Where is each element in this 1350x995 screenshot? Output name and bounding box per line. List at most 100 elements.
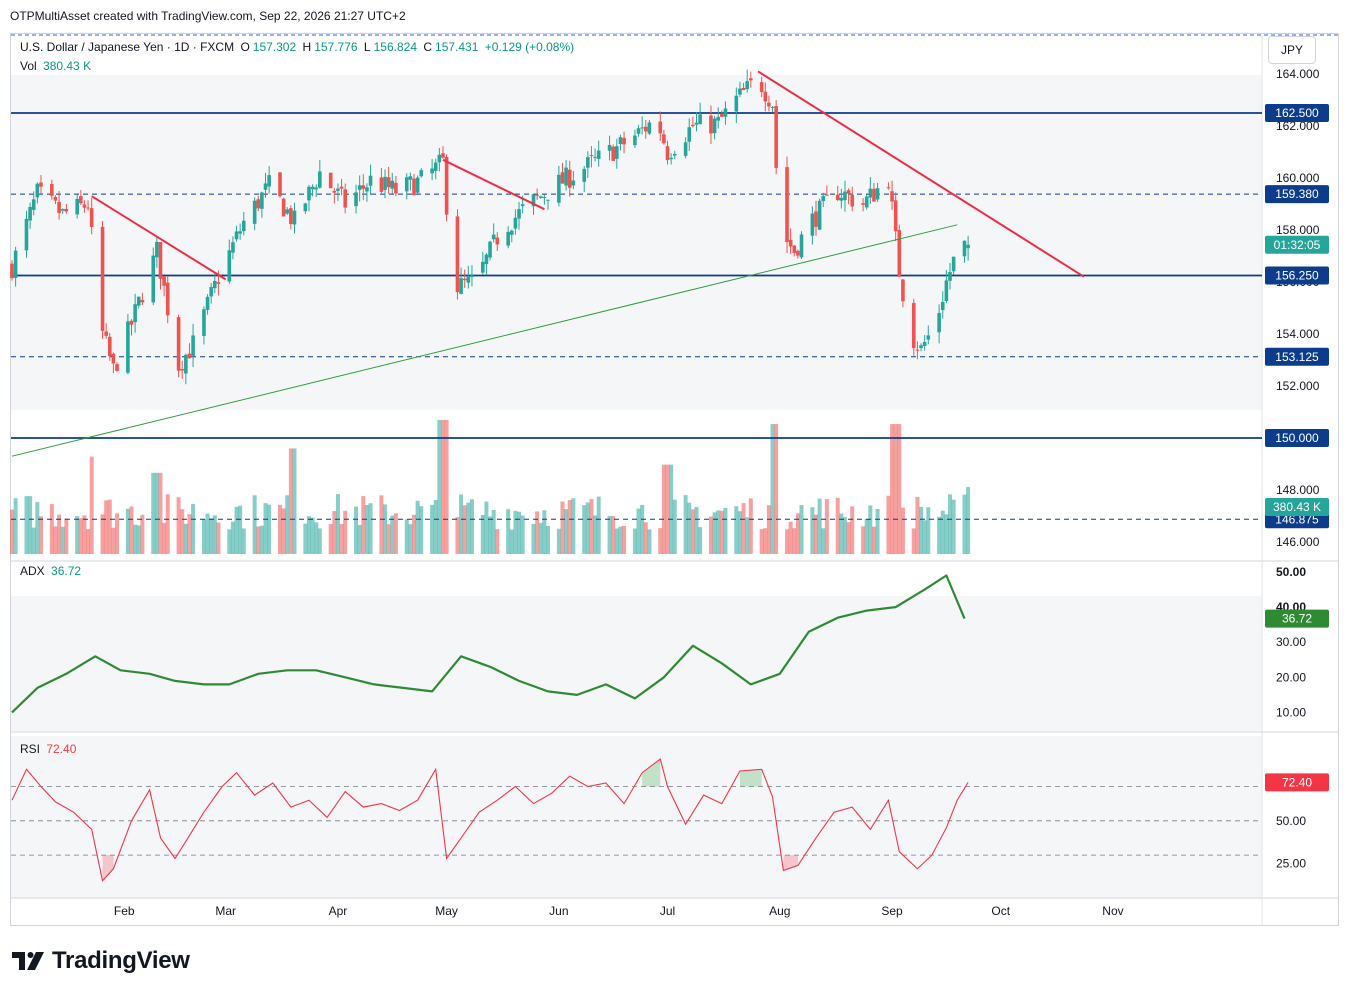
adx-label[interactable]: ADX — [20, 564, 45, 578]
volume-bar — [861, 526, 866, 554]
volume-bar — [792, 528, 797, 554]
volume-bar — [306, 516, 311, 554]
candle-body — [151, 255, 156, 303]
volume-bar — [209, 518, 214, 554]
volume-bar — [339, 524, 344, 554]
candle-body — [343, 189, 347, 208]
volume-bar — [719, 510, 724, 554]
volume-bar — [937, 516, 942, 554]
candle-body — [698, 114, 702, 125]
time-tick-label: Jul — [660, 904, 675, 918]
adx-tick-label: 10.00 — [1276, 705, 1306, 719]
candle-body — [165, 282, 170, 316]
level-badge-156.250-bg — [1265, 266, 1329, 285]
candle-body — [107, 336, 112, 357]
adx-tick-label: 50.00 — [1276, 565, 1306, 579]
candle-body — [184, 354, 188, 374]
volume-bar — [868, 505, 873, 554]
volume-bar — [129, 506, 134, 554]
candle-body — [712, 118, 717, 134]
volume-bar — [285, 495, 290, 554]
volume-bar — [919, 506, 924, 554]
candle-body — [535, 194, 539, 196]
volume-bar — [462, 505, 467, 554]
volume-bar — [814, 514, 818, 554]
candle-body — [734, 95, 739, 112]
candle-body — [57, 201, 61, 214]
candle-body — [459, 278, 463, 294]
candle-body — [470, 275, 474, 278]
tradingview-logo[interactable]: TradingView — [12, 947, 190, 975]
currency-button[interactable]: JPY — [1268, 36, 1316, 64]
volume-bar — [893, 424, 898, 554]
trendline-red — [91, 195, 227, 281]
volume-bar — [734, 506, 739, 554]
volume-bar — [842, 517, 847, 554]
volume-bar — [846, 522, 851, 554]
adx-value-badge-bg — [1265, 609, 1329, 628]
candle-body — [234, 231, 239, 240]
candle-body — [278, 172, 282, 197]
volume-bar — [785, 529, 790, 554]
volume-bar — [38, 516, 43, 554]
volume-bar — [683, 495, 688, 554]
candle-body — [292, 210, 297, 225]
level-badge-150.000-bg — [1265, 429, 1329, 447]
volume-bar — [335, 494, 340, 554]
volume-bar — [911, 528, 916, 554]
candle-body — [241, 220, 246, 232]
volume-bar — [542, 510, 547, 554]
volume-bar — [571, 498, 576, 554]
candle-body — [104, 331, 108, 336]
price-tick-label: 164.000 — [1276, 67, 1320, 81]
volume-bar — [484, 501, 489, 554]
volume-bar — [636, 508, 641, 554]
candle-body — [133, 304, 137, 323]
rsi-value: 72.40 — [46, 742, 77, 756]
volume-bar — [871, 526, 876, 554]
candle-body — [564, 167, 568, 186]
candle-body — [111, 353, 116, 364]
candle-body — [745, 81, 749, 90]
volume-bar — [886, 495, 891, 554]
candle-body — [238, 231, 242, 234]
volume-bar — [480, 514, 485, 554]
volume-bar — [82, 515, 87, 554]
candle-body — [694, 122, 699, 125]
candle-body — [115, 364, 119, 371]
volume-bar — [13, 498, 18, 554]
volume-bar — [723, 507, 728, 554]
candle-body — [386, 177, 391, 188]
symbol-legend: U.S. Dollar / Japanese Yen · 1D · FXCM O… — [20, 40, 577, 54]
candle-body — [252, 200, 257, 224]
candle-body — [13, 250, 18, 278]
candle-body — [307, 186, 311, 201]
symbol-title[interactable]: U.S. Dollar / Japanese Yen · 1D · FXCM — [20, 40, 235, 54]
candle-body — [89, 208, 94, 227]
candle-body — [205, 296, 210, 310]
candle-body — [263, 183, 268, 190]
candle-body — [966, 244, 970, 249]
candle-body — [709, 115, 713, 134]
volume-bar — [162, 522, 167, 554]
candle-body — [607, 144, 612, 151]
candle-body — [82, 204, 87, 208]
volume-bar — [303, 523, 308, 554]
candle-body — [774, 105, 778, 168]
price-tick-label: 148.000 — [1276, 483, 1320, 497]
volume-bar — [737, 511, 742, 554]
candle-body — [404, 177, 409, 192]
candle-body — [155, 241, 159, 258]
candle-body — [890, 191, 894, 202]
rsi-overbought-fill — [739, 769, 762, 787]
level-badge-150.000: 150.000 — [1275, 431, 1319, 445]
volume-bar — [238, 505, 243, 554]
candle-body — [158, 241, 163, 279]
volume-bar — [647, 529, 652, 554]
candle-body — [723, 108, 728, 117]
adx-line — [11, 574, 966, 714]
rsi-label[interactable]: RSI — [20, 742, 41, 756]
candle-body — [328, 172, 333, 189]
volume-bar — [546, 525, 550, 554]
